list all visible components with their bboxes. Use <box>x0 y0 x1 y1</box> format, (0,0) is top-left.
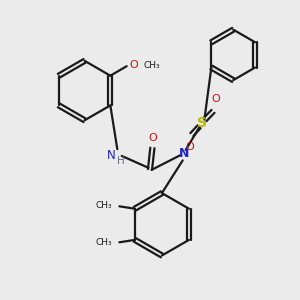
Text: CH₃: CH₃ <box>96 201 112 210</box>
Text: O: O <box>129 60 138 70</box>
Text: O: O <box>211 94 220 104</box>
Text: CH₃: CH₃ <box>96 238 112 247</box>
Text: S: S <box>197 116 207 130</box>
Text: N: N <box>179 147 189 161</box>
Text: H: H <box>117 156 125 166</box>
Text: O: O <box>185 142 194 152</box>
Text: CH₃: CH₃ <box>143 61 160 70</box>
Text: O: O <box>148 134 157 143</box>
Text: N: N <box>106 149 115 162</box>
